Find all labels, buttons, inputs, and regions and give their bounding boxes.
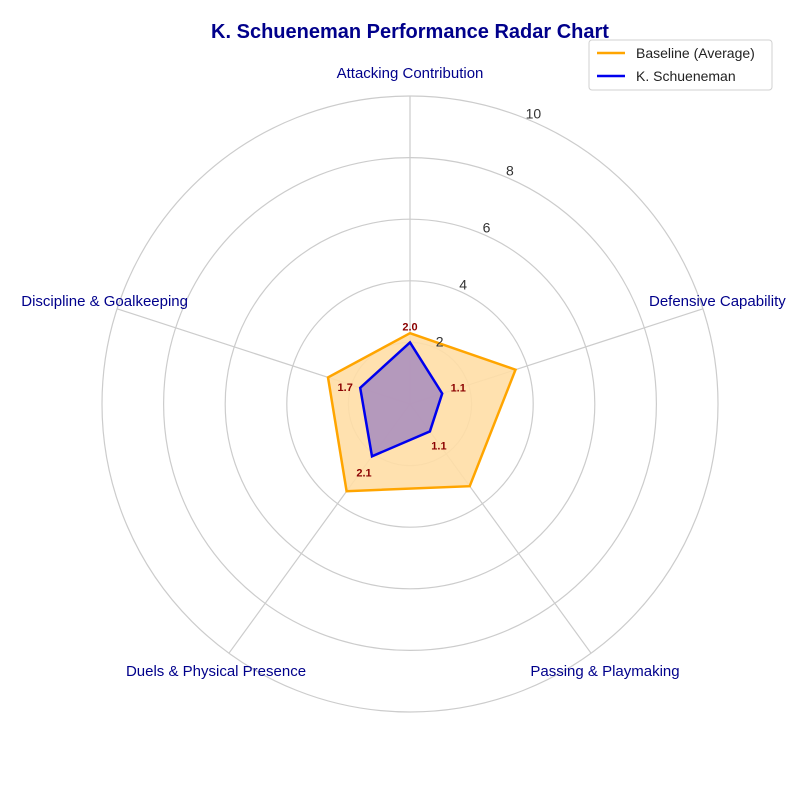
radial-tick-label-4: 4 xyxy=(459,277,467,293)
label-layer: Attacking Contribution Defensive Capabili… xyxy=(21,65,786,680)
series-line-0 xyxy=(326,331,518,493)
series-line-1 xyxy=(358,340,444,459)
radial-tick-label-10: 10 xyxy=(526,106,542,122)
data-label-0: 2.0 xyxy=(402,321,417,333)
radial-tick-label-8: 8 xyxy=(506,163,514,179)
data-label-3: 2.1 xyxy=(356,467,371,479)
axis-label-3: Duels & Physical Presence xyxy=(126,663,306,680)
data-label-2: 1.1 xyxy=(431,440,446,452)
series-layer xyxy=(326,331,518,493)
data-label-1: 1.1 xyxy=(451,383,466,395)
series-area-1 xyxy=(360,342,443,457)
legend-box xyxy=(588,39,773,91)
data-label-4: 1.7 xyxy=(338,382,353,394)
axis-label-1: Defensive Capability xyxy=(649,293,786,310)
axis-label-2: Passing & Playmaking xyxy=(530,663,679,680)
legend-label-0: Baseline (Average) xyxy=(636,45,755,61)
radial-tick-label-6: 6 xyxy=(483,220,491,236)
legend[interactable]: Baseline (Average) K. Schueneman xyxy=(588,39,773,91)
radial-tick-label-2: 2 xyxy=(436,333,444,349)
axis-label-4: Discipline & Goalkeeping xyxy=(21,293,188,310)
axis-label-0: Attacking Contribution xyxy=(337,65,484,82)
chart-title: K. Schueneman Performance Radar Chart xyxy=(211,21,609,43)
legend-label-1: K. Schueneman xyxy=(636,68,736,84)
